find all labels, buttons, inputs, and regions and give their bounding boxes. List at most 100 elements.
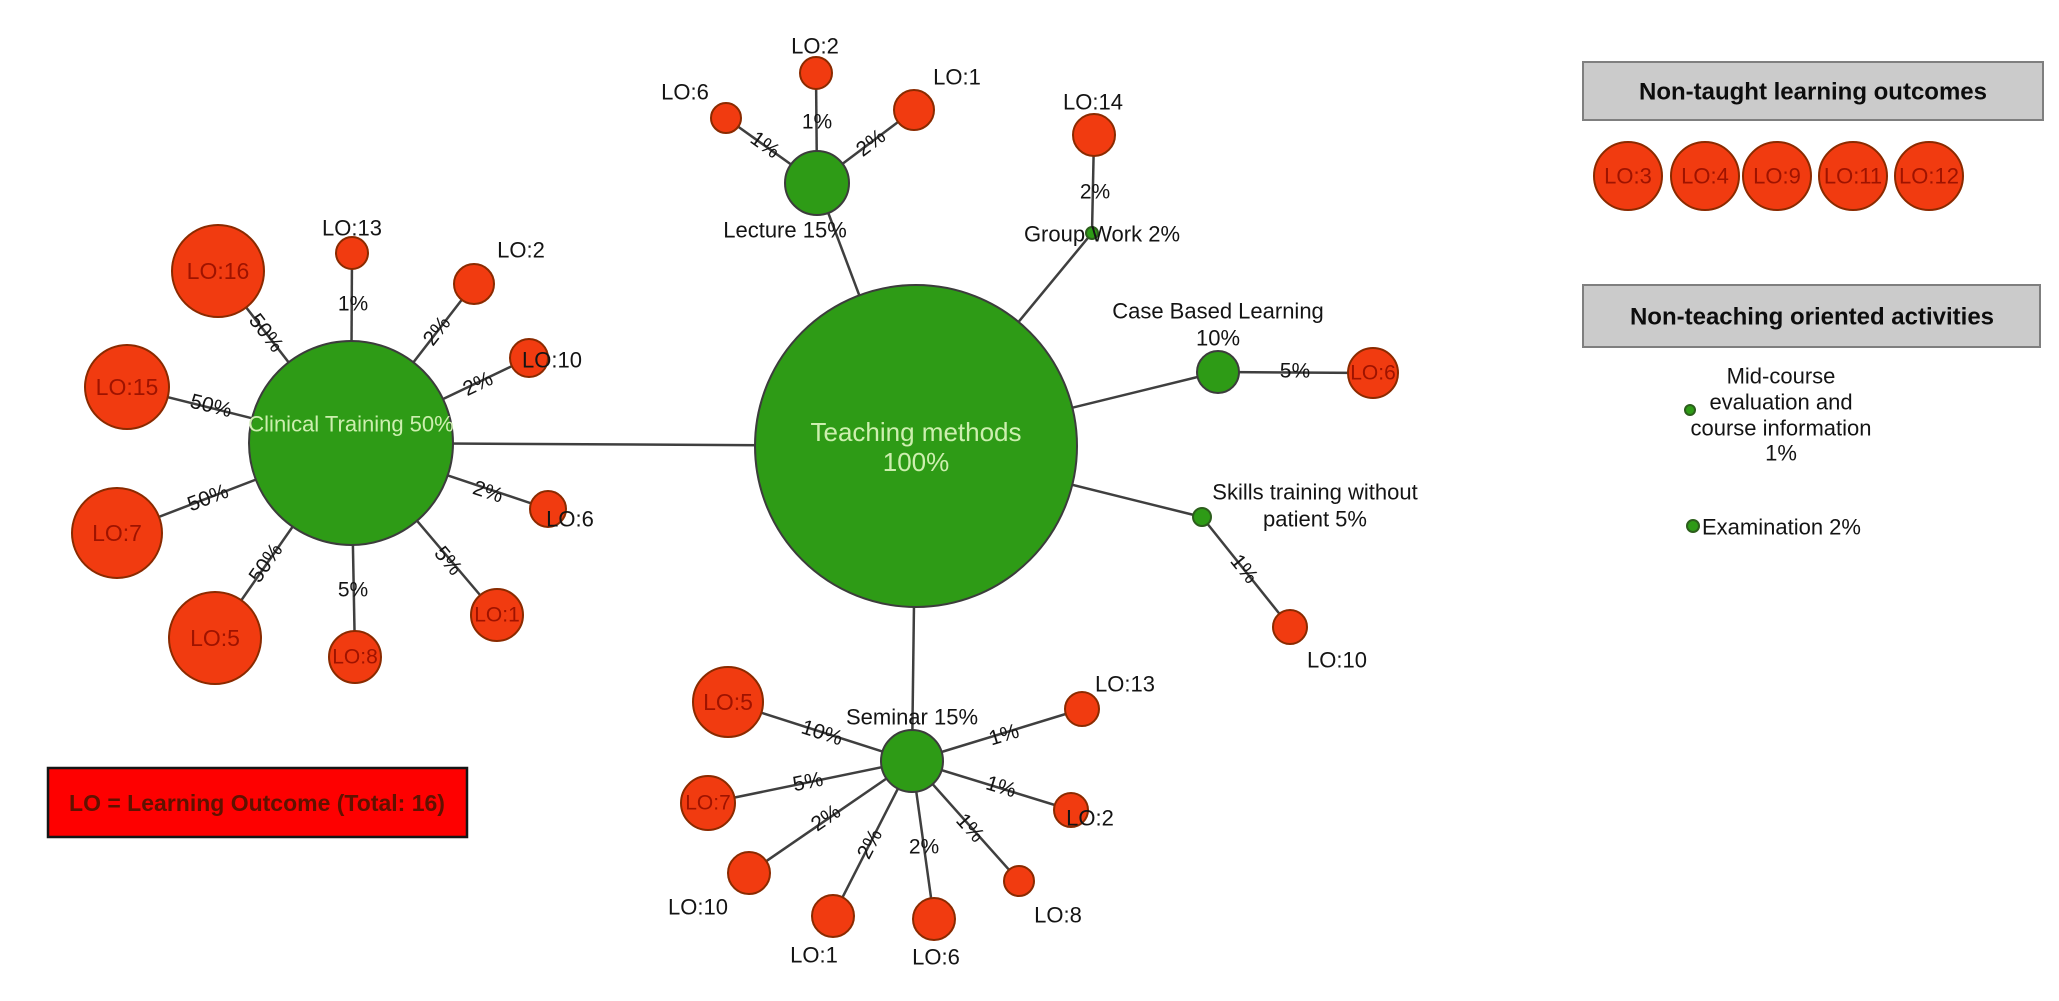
outcome-seminar-lo-2-label: LO:2 [1066, 806, 1114, 831]
activity-dot-examination-2 [1686, 519, 1700, 533]
edge-pct-seminar-lo-2: 1% [983, 772, 1019, 803]
outcome-lecture-lo-1 [893, 89, 935, 131]
legend-text: LO = Learning Outcome (Total: 16) [69, 790, 445, 816]
outcome-clinical-training-lo-8-label: LO:8 [332, 646, 378, 669]
outcome-clinical-training-lo-1-label: LO:1 [474, 604, 520, 627]
activity-dot-mid-course [1684, 404, 1696, 416]
outcome-lecture-lo-2 [799, 56, 833, 90]
non-teaching-header-box [1582, 284, 2041, 348]
outcome-seminar-lo-7-label: LO:7 [685, 792, 731, 815]
edge-seminar-lo-7 [707, 759, 913, 805]
non-taught-outcome-lo-11 [1818, 141, 1888, 211]
outcome-seminar-lo-5 [692, 666, 764, 738]
edge-pct-clinical-training-lo-16: 50% [244, 309, 288, 356]
non-taught-outcome-lo-9-label: LO:9 [1753, 164, 1801, 189]
edge-pct-lecture-lo-2: 1% [802, 111, 832, 134]
non-taught-outcome-lo-3-label: LO:3 [1604, 164, 1652, 189]
outcome-seminar-lo-1 [811, 894, 855, 938]
edge-pct-seminar-lo-5: 10% [798, 716, 845, 751]
node-case-based-learning [1196, 350, 1240, 394]
edge-pct-clinical-training-lo-5: 50% [245, 539, 288, 587]
outcome-seminar-lo-10 [727, 851, 771, 895]
outcome-clinical-training-lo-6-label: LO:6 [546, 507, 594, 532]
activity-label-mid-course: 1% [1765, 441, 1797, 466]
non-taught-outcome-lo-4-label: LO:4 [1681, 164, 1729, 189]
node-group-work-label: Group Work 2% [1024, 222, 1180, 247]
nodes-layer [71, 56, 1399, 941]
outcome-seminar-lo-2 [1053, 792, 1089, 828]
node-teaching-methods-label: 100% [883, 447, 950, 477]
node-group-work [1085, 226, 1099, 240]
node-lecture-label: Lecture 15% [723, 218, 847, 243]
node-seminar [880, 729, 944, 793]
outcome-clinical-training-lo-16-label: LO:16 [187, 258, 250, 284]
outcome-seminar-lo-8-label: LO:8 [1034, 903, 1082, 928]
node-seminar-label: Seminar 15% [846, 705, 978, 730]
edge-pct-group-work-lo-14: 2% [1080, 181, 1110, 204]
activity-label-mid-course: course information [1691, 416, 1872, 441]
outcome-clinical-training-lo-13 [335, 236, 369, 270]
edge-pct-seminar-lo-7: 5% [791, 768, 825, 797]
edge-pct-seminar-lo-13: 1% [986, 720, 1022, 751]
outcome-clinical-training-lo-15 [84, 344, 170, 430]
edge-pct-clinical-training-lo-10: 2% [459, 367, 496, 401]
node-skills-training-without-patient-label: Skills training without [1212, 480, 1417, 505]
outcome-seminar-lo-13-label: LO:13 [1095, 672, 1155, 697]
non-taught-outcome-lo-11-label: LO:11 [1824, 164, 1882, 189]
node-clinical-training-label: Clinical Training 50% [248, 412, 453, 437]
outcome-clinical-training-lo-5-label: LO:5 [190, 625, 240, 651]
outcome-clinical-training-lo-15-label: LO:15 [96, 374, 159, 400]
edge-seminar-lo-10 [748, 759, 913, 875]
node-teaching-methods-label: Teaching methods [810, 417, 1021, 447]
edge-pct-clinical-training-lo-2: 2% [419, 312, 456, 350]
non-taught-outcome-lo-12-label: LO:12 [1899, 164, 1959, 189]
outcome-clinical-training-lo-7 [71, 487, 163, 579]
edge-pct-clinical-training-lo-15: 50% [188, 390, 234, 422]
outcome-seminar-lo-10-label: LO:10 [668, 895, 728, 920]
outcome-skills-training-without-patient-lo-10-label: LO:10 [1307, 648, 1367, 673]
edge-pct-clinical-training-lo-6: 2% [470, 476, 506, 507]
node-case-based-learning-label: 10% [1196, 326, 1240, 351]
non-taught-outcomes-group: LO:3 LO:4 LO:9 LO:11 LO:12 [1593, 141, 1964, 211]
edge-pct-clinical-training-lo-7: 50% [184, 480, 231, 517]
node-lecture [784, 150, 850, 216]
edge-pct-lecture-lo-1: 2% [852, 125, 890, 162]
outcome-lecture-lo-6-label: LO:6 [661, 80, 709, 105]
node-clinical-training [248, 340, 454, 546]
legend-box [46, 766, 469, 839]
edge-pct-clinical-training-lo-13: 1% [338, 293, 368, 316]
outcome-clinical-training-lo-1 [470, 588, 524, 642]
outcome-lecture-lo-6 [710, 102, 742, 134]
activity-label-mid-course: evaluation and [1709, 390, 1852, 415]
outcome-lecture-lo-2-label: LO:2 [791, 34, 839, 59]
outcome-clinical-training-lo-10-label: LO:10 [522, 348, 582, 373]
outcome-seminar-lo-6-label: LO:6 [912, 945, 960, 970]
outcome-seminar-lo-8 [1003, 865, 1035, 897]
edge-pct-seminar-lo-6: 2% [909, 836, 939, 859]
non-taught-outcome-lo-12 [1894, 141, 1964, 211]
outcome-seminar-lo-1-label: LO:1 [790, 943, 838, 968]
outcome-clinical-training-lo-6 [529, 490, 567, 528]
outcome-case-based-learning-lo-6-label: LO:6 [1350, 362, 1396, 385]
outcome-clinical-training-lo-7-label: LO:7 [92, 520, 142, 546]
edge-pct-case-based-learning-lo-6: 5% [1280, 359, 1311, 382]
outcome-clinical-training-lo-10 [509, 338, 549, 378]
outcome-clinical-training-lo-8 [328, 630, 382, 684]
non-taught-outcome-lo-3 [1593, 141, 1663, 211]
outcome-clinical-training-lo-2 [453, 263, 495, 305]
non-taught-outcome-lo-4 [1670, 141, 1740, 211]
outcome-lecture-lo-1-label: LO:1 [933, 65, 981, 90]
node-skills-training-without-patient-label: patient 5% [1263, 507, 1367, 532]
outcome-seminar-lo-6 [912, 897, 956, 941]
outcome-case-based-learning-lo-6 [1347, 347, 1399, 399]
non-taught-header-title: Non-taught learning outcomes [1639, 79, 1987, 106]
outcome-group-work-lo-14 [1072, 113, 1116, 157]
non-taught-header-box [1582, 61, 2044, 121]
outcome-clinical-training-lo-2-label: LO:2 [497, 238, 545, 263]
edge-pct-seminar-lo-1: 2% [853, 825, 887, 862]
activity-label-examination-2: Examination 2% [1702, 515, 1861, 540]
outcome-group-work-lo-14-label: LO:14 [1063, 90, 1123, 115]
